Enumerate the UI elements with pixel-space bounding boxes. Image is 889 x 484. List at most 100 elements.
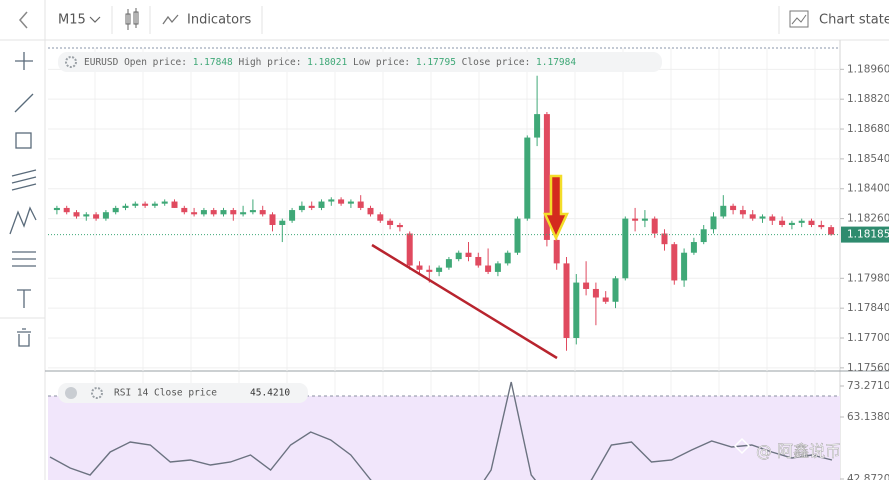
rsi-band bbox=[48, 396, 840, 480]
candle-body bbox=[779, 220, 786, 225]
rsi-settings[interactable] bbox=[91, 387, 103, 399]
candle-body bbox=[230, 210, 237, 215]
candle-body bbox=[475, 256, 482, 266]
legend-symbol: EURUSD bbox=[84, 57, 119, 68]
candle-body bbox=[406, 233, 413, 266]
channel-tool[interactable] bbox=[11, 169, 37, 191]
candle-body bbox=[710, 216, 717, 230]
candle-body bbox=[181, 207, 188, 213]
candle-body bbox=[739, 210, 746, 215]
candle-body bbox=[347, 201, 354, 204]
indicators-icon[interactable] bbox=[162, 14, 179, 25]
candle-body bbox=[210, 210, 217, 215]
text-tool[interactable] bbox=[17, 289, 31, 308]
candle-body bbox=[445, 259, 452, 268]
rsi-title: RSI 14 Close price bbox=[114, 388, 217, 399]
y-tick-label: 1.18260 bbox=[847, 213, 889, 225]
candle-body bbox=[700, 229, 707, 243]
y-tick-label: 1.17560 bbox=[847, 362, 889, 374]
candle-body bbox=[485, 265, 492, 272]
candle-body bbox=[573, 282, 580, 339]
candle-body bbox=[161, 201, 168, 204]
y-tick-label: 73.2710 bbox=[847, 380, 889, 392]
y-tick-label: 1.18680 bbox=[847, 123, 889, 135]
indicators-button[interactable]: Indicators bbox=[187, 13, 251, 28]
candle-body bbox=[132, 203, 139, 206]
candle-body bbox=[798, 220, 805, 223]
candle-body bbox=[377, 214, 384, 221]
candle-body bbox=[259, 210, 266, 215]
chart-state-icon[interactable] bbox=[789, 10, 809, 28]
candle-body bbox=[828, 227, 835, 235]
rsi-close[interactable] bbox=[65, 387, 77, 399]
main-pane bbox=[48, 48, 840, 371]
candle-body bbox=[730, 205, 737, 211]
crosshair-tool[interactable] bbox=[15, 52, 33, 70]
candle-body bbox=[200, 210, 207, 215]
candle-body bbox=[494, 263, 501, 272]
line-tool[interactable] bbox=[14, 93, 34, 113]
legend-value: 1.17848 bbox=[193, 57, 233, 68]
y-tick-label: 42.8720 bbox=[847, 473, 889, 480]
candle-body bbox=[514, 218, 521, 253]
fib-tool[interactable] bbox=[12, 251, 36, 267]
candle-body bbox=[661, 233, 668, 245]
candle-body bbox=[396, 224, 403, 228]
candle-body bbox=[524, 137, 531, 219]
candle-body bbox=[220, 210, 227, 215]
candle-body bbox=[632, 218, 639, 221]
candle-body bbox=[112, 207, 119, 213]
candle-body bbox=[592, 288, 599, 298]
pattern-tool[interactable] bbox=[9, 206, 37, 235]
y-tick-label: 1.17980 bbox=[847, 272, 889, 284]
legend-box bbox=[58, 52, 662, 72]
candle-body bbox=[122, 205, 129, 208]
delete-tool[interactable] bbox=[17, 328, 31, 347]
candle-body bbox=[788, 222, 795, 225]
candle-body bbox=[63, 207, 70, 213]
candle-body bbox=[240, 212, 247, 215]
candle-body bbox=[759, 216, 766, 219]
candle-body bbox=[269, 214, 276, 225]
rsi-pane bbox=[48, 372, 840, 480]
legend-value: 1.17795 bbox=[416, 57, 456, 68]
candle-body bbox=[720, 205, 727, 217]
y-tick-label: 1.18540 bbox=[847, 153, 889, 165]
candle-body bbox=[171, 201, 178, 208]
candle-body bbox=[328, 199, 335, 202]
shape-tool[interactable] bbox=[15, 132, 32, 149]
y-tick-label: 1.17700 bbox=[847, 332, 889, 344]
candle-body bbox=[142, 203, 149, 206]
y-tick-label: 63.1380 bbox=[847, 411, 889, 423]
y-tick-label: 1.17840 bbox=[847, 302, 889, 314]
timeframe-chevron[interactable] bbox=[89, 16, 101, 23]
y-tick-label: 1.18820 bbox=[847, 93, 889, 105]
rsi-line bbox=[49, 381, 833, 480]
back-button[interactable] bbox=[19, 11, 28, 29]
candle-body bbox=[622, 218, 629, 279]
legend-value: 1.18021 bbox=[307, 57, 347, 68]
timeframe[interactable]: M15 bbox=[58, 13, 86, 28]
legend-settings[interactable] bbox=[65, 56, 77, 68]
candle-body bbox=[465, 252, 472, 257]
candle-body bbox=[818, 224, 825, 228]
candle-body bbox=[338, 199, 345, 204]
down-arrow bbox=[543, 174, 569, 242]
chart-state-button[interactable]: Chart state bbox=[819, 13, 889, 28]
candle-body bbox=[651, 218, 658, 234]
candle-body bbox=[583, 282, 590, 289]
candle-body bbox=[357, 201, 364, 208]
candle-body bbox=[308, 205, 315, 208]
candle-body bbox=[83, 214, 90, 217]
candle-body bbox=[426, 269, 433, 272]
toolbar bbox=[0, 0, 889, 40]
legend-label: Close price: bbox=[462, 57, 531, 68]
legend-label: Low price: bbox=[353, 57, 410, 68]
candle-body bbox=[553, 239, 560, 264]
y-tick-label: 1.18960 bbox=[847, 63, 889, 75]
candle-body bbox=[602, 297, 609, 302]
candle-body bbox=[367, 207, 374, 215]
last-price-label: 1.18185 bbox=[847, 229, 889, 241]
chart-type-button[interactable] bbox=[125, 8, 139, 30]
